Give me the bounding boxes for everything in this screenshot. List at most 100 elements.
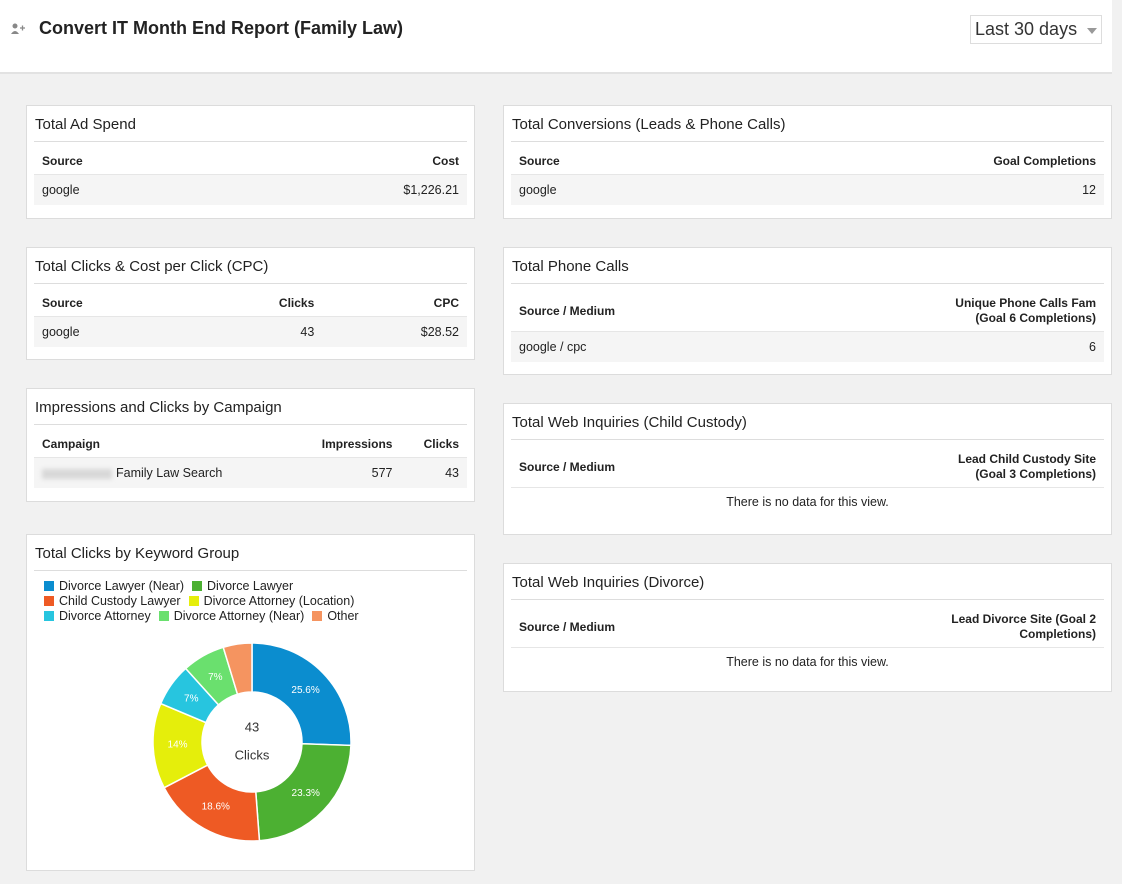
cell: 43 — [400, 457, 467, 488]
widget-title: Total Web Inquiries (Child Custody) — [511, 404, 1104, 440]
data-table: Source / Medium Lead Child Custody Site (… — [511, 440, 1104, 487]
slice-label: 23.3% — [292, 788, 320, 799]
cell-text: $1,226.21 — [403, 183, 459, 197]
widget-title: Total Ad Spend — [34, 106, 467, 142]
cell: google — [511, 174, 703, 205]
table-widget: Total Web Inquiries (Child Custody) Sourc… — [503, 403, 1112, 535]
column-header: Impressions — [321, 437, 393, 451]
slice-label: 25.6% — [291, 685, 319, 696]
legend-swatch — [44, 596, 54, 606]
data-row: google 43 $28.52 — [34, 316, 467, 347]
cell: 6 — [938, 331, 1104, 362]
column-header: Cost — [432, 154, 459, 168]
legend-label: Divorce Attorney — [59, 609, 151, 623]
header-row: Source Clicks CPC — [34, 284, 467, 317]
header-row: Source / Medium Lead Divorce Site (Goal 2… — [511, 600, 1104, 647]
data-table: Source Clicks CPC google 43 $28.52 — [34, 284, 467, 347]
legend-item: Divorce Lawyer — [192, 579, 293, 594]
pie-slice — [222, 642, 253, 696]
data-table: Source Goal Completions google 12 — [511, 142, 1104, 205]
pie-slice — [251, 642, 352, 747]
data-table: Source Cost google $1,226.21 — [34, 142, 467, 205]
header: Convert IT Month End Report (Family Law)… — [0, 0, 1112, 74]
legend-swatch — [44, 611, 54, 621]
header-row: Campaign Impressions Clicks — [34, 425, 467, 458]
cell: $1,226.21 — [225, 174, 467, 205]
column-header: Source — [42, 154, 83, 168]
cell-text: Family Law Search — [116, 466, 223, 480]
slice-label: 18.6% — [202, 802, 230, 813]
column-header: Source / Medium — [519, 303, 616, 318]
legend-item: Child Custody Lawyer — [44, 594, 181, 609]
column-header: Source / Medium — [519, 459, 616, 474]
column-header: Source / Medium — [519, 619, 616, 634]
data-row: google $1,226.21 — [34, 174, 467, 205]
legend-swatch — [158, 611, 169, 621]
cell-text: 577 — [371, 466, 393, 480]
table-widget: Impressions and Clicks by Campaign Campai… — [26, 388, 475, 502]
donut-chart: 25.6% 23.3% 18.6% 14% 7% 7% 43 Clicks — [152, 642, 352, 842]
data-row: google / cpc 6 — [511, 331, 1104, 362]
legend-label: Other — [327, 609, 359, 623]
legend-label: Child Custody Lawyer — [59, 594, 181, 608]
slice-label: 7% — [208, 672, 223, 683]
cell: google / cpc — [511, 331, 938, 362]
cell: 43 — [185, 316, 323, 347]
cell: 577 — [288, 457, 401, 488]
center-total: 43 — [245, 719, 259, 734]
cell-text: 6 — [1089, 340, 1096, 354]
data-row: google 12 — [511, 174, 1104, 205]
legend-item: Divorce Attorney (Location) — [188, 594, 355, 609]
slice-label: 14% — [168, 740, 188, 751]
cell: google — [34, 174, 226, 205]
legend-swatch — [192, 581, 203, 591]
slice-label: 7% — [184, 693, 199, 704]
legend-item: Divorce Attorney (Near) — [158, 609, 305, 624]
legend: Divorce Lawyer (Near) Divorce Lawyer Child… — [44, 579, 404, 624]
widget-title: Total Conversions (Leads & Phone Calls) — [511, 106, 1104, 142]
table-widget: Total Web Inquiries (Divorce) Source / Me… — [503, 563, 1112, 692]
widget-title: Total Web Inquiries (Divorce) — [511, 564, 1104, 600]
table-widget: Total Ad Spend Source Cost google $1,226.21 — [26, 105, 475, 219]
cell-text: google / cpc — [519, 340, 587, 354]
cell-text: 12 — [1082, 183, 1096, 197]
redacted — [42, 468, 112, 479]
column-header: Unique Phone Calls Fam (Goal 6 Completio… — [955, 296, 1096, 325]
legend-swatch — [312, 611, 323, 621]
legend-label: Divorce Attorney (Near) — [173, 609, 305, 623]
header-row: Source Goal Completions — [511, 142, 1104, 175]
legend-item: Divorce Lawyer (Near) — [44, 579, 184, 594]
column-header: CPC — [433, 296, 459, 310]
data-table: Source / Medium Unique Phone Calls Fam (G… — [511, 284, 1104, 362]
widget-title: Total Clicks by Keyword Group — [34, 535, 467, 571]
cell-text: google — [42, 325, 80, 339]
column-header: Lead Child Custody Site (Goal 3 Completi… — [957, 452, 1096, 481]
cell-text: 43 — [445, 466, 459, 480]
column-header: Campaign — [42, 437, 101, 451]
column-header: Source — [519, 154, 560, 168]
cell: $28.52 — [322, 316, 467, 347]
center-label: Clicks — [235, 747, 270, 762]
cell-text: google — [519, 183, 557, 197]
cell: 12 — [702, 174, 1104, 205]
cell: Family Law Search — [34, 457, 289, 488]
column-header: Clicks — [423, 437, 459, 451]
cell-text: $28.52 — [420, 325, 459, 339]
legend-label: Divorce Attorney (Location) — [203, 594, 355, 608]
header-row: Source / Medium Unique Phone Calls Fam (G… — [511, 284, 1104, 332]
empty-message: There is no data for this view. — [511, 647, 1104, 676]
report-title: Convert IT Month End Report (Family Law) — [39, 18, 403, 38]
widget-title: Total Clicks & Cost per Click (CPC) — [34, 248, 467, 284]
column-header: Source — [42, 296, 83, 310]
column-header: Clicks — [278, 296, 315, 310]
widget-title: Total Phone Calls — [511, 248, 1104, 284]
legend-label: Divorce Lawyer — [207, 579, 294, 593]
data-table: Campaign Impressions Clicks Family Law Sear… — [34, 425, 467, 488]
date-range-dropdown[interactable]: Last 30 days — [970, 15, 1102, 44]
data-row: Family Law Search 577 43 — [34, 457, 467, 488]
share-icon[interactable] — [11, 23, 25, 35]
header-row: Source Cost — [34, 142, 467, 175]
legend-swatch — [44, 581, 54, 591]
legend-item: Other — [312, 609, 359, 624]
